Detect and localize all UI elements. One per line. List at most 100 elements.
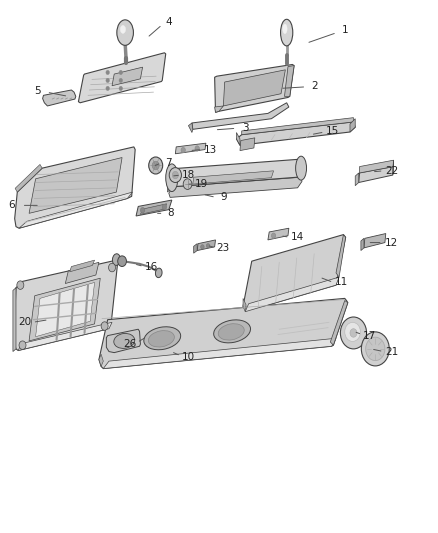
Polygon shape — [35, 282, 95, 337]
Circle shape — [169, 167, 181, 182]
Circle shape — [17, 281, 24, 289]
Polygon shape — [242, 118, 353, 135]
Ellipse shape — [296, 156, 307, 180]
Polygon shape — [167, 159, 304, 187]
Polygon shape — [359, 166, 394, 182]
Polygon shape — [14, 147, 135, 228]
Polygon shape — [243, 235, 346, 312]
Polygon shape — [78, 53, 166, 103]
Polygon shape — [167, 168, 173, 192]
Polygon shape — [29, 278, 100, 341]
Polygon shape — [15, 165, 42, 192]
Ellipse shape — [120, 26, 126, 34]
Polygon shape — [245, 277, 339, 312]
Circle shape — [183, 179, 192, 189]
Polygon shape — [355, 173, 359, 185]
Text: 10: 10 — [182, 352, 195, 362]
Circle shape — [206, 244, 210, 248]
Polygon shape — [240, 138, 255, 151]
Circle shape — [119, 86, 123, 91]
Text: 2: 2 — [312, 81, 318, 91]
Polygon shape — [65, 262, 99, 284]
Text: 12: 12 — [385, 238, 398, 247]
Polygon shape — [103, 338, 336, 368]
Polygon shape — [70, 260, 95, 272]
Circle shape — [272, 233, 276, 238]
Polygon shape — [99, 354, 103, 367]
Polygon shape — [268, 228, 289, 240]
Text: 13: 13 — [204, 144, 217, 155]
Circle shape — [361, 332, 389, 366]
Polygon shape — [193, 171, 274, 184]
Text: 8: 8 — [168, 208, 174, 219]
Text: 22: 22 — [385, 166, 398, 176]
Circle shape — [172, 171, 178, 179]
Text: 11: 11 — [335, 278, 348, 287]
Circle shape — [106, 70, 110, 75]
Ellipse shape — [144, 327, 180, 350]
Text: 19: 19 — [195, 179, 208, 189]
Polygon shape — [297, 160, 304, 177]
Text: 16: 16 — [145, 262, 158, 271]
Polygon shape — [106, 329, 141, 353]
Polygon shape — [215, 64, 294, 112]
Text: 1: 1 — [343, 25, 349, 35]
Text: 20: 20 — [18, 317, 31, 327]
Text: 21: 21 — [385, 346, 398, 357]
Polygon shape — [330, 301, 348, 345]
Ellipse shape — [114, 334, 135, 349]
Ellipse shape — [283, 24, 287, 34]
Text: 23: 23 — [217, 243, 230, 253]
Circle shape — [118, 256, 127, 266]
Polygon shape — [336, 235, 346, 277]
Polygon shape — [13, 288, 16, 352]
Polygon shape — [141, 204, 166, 214]
Text: 6: 6 — [8, 200, 15, 211]
Circle shape — [340, 317, 367, 349]
Ellipse shape — [214, 320, 251, 343]
Text: 18: 18 — [182, 170, 195, 180]
Ellipse shape — [148, 330, 174, 347]
Text: 5: 5 — [35, 86, 41, 96]
Polygon shape — [243, 298, 246, 312]
Circle shape — [119, 78, 123, 83]
Circle shape — [201, 245, 204, 249]
Ellipse shape — [166, 164, 178, 191]
Polygon shape — [285, 66, 294, 96]
Polygon shape — [14, 260, 118, 351]
Polygon shape — [136, 200, 172, 216]
Circle shape — [101, 322, 108, 330]
Polygon shape — [364, 233, 386, 248]
Polygon shape — [350, 119, 355, 132]
Polygon shape — [393, 160, 394, 175]
Ellipse shape — [155, 268, 162, 278]
Circle shape — [350, 329, 357, 337]
Ellipse shape — [281, 19, 293, 46]
Polygon shape — [99, 298, 348, 368]
Circle shape — [366, 337, 385, 361]
Circle shape — [141, 207, 145, 213]
Circle shape — [195, 146, 199, 151]
Polygon shape — [192, 103, 289, 130]
Polygon shape — [188, 123, 193, 133]
Text: 9: 9 — [220, 192, 227, 203]
Circle shape — [149, 157, 162, 174]
Polygon shape — [19, 192, 133, 228]
Text: 14: 14 — [291, 232, 304, 243]
Polygon shape — [29, 158, 122, 213]
Text: 15: 15 — [326, 126, 339, 136]
Polygon shape — [112, 67, 143, 86]
Polygon shape — [223, 70, 286, 106]
Circle shape — [106, 78, 110, 83]
Polygon shape — [237, 133, 240, 146]
Circle shape — [181, 148, 185, 153]
Polygon shape — [18, 322, 112, 351]
Ellipse shape — [218, 324, 244, 340]
Text: 17: 17 — [363, 330, 376, 341]
Text: 3: 3 — [242, 123, 248, 133]
Polygon shape — [361, 238, 364, 251]
Polygon shape — [194, 244, 197, 253]
Circle shape — [119, 70, 123, 75]
Text: 4: 4 — [166, 17, 172, 27]
Ellipse shape — [117, 20, 134, 45]
